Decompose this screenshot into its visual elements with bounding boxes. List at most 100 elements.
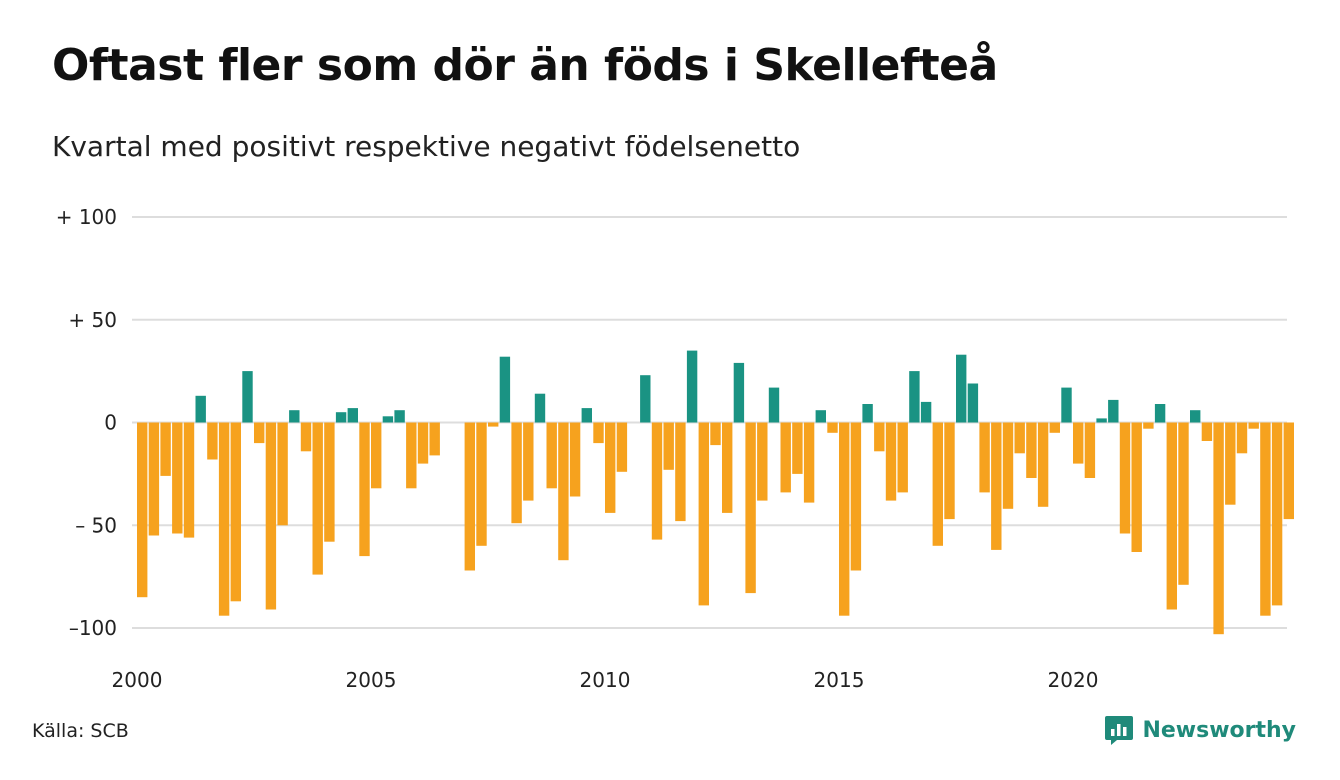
bar-negative	[932, 422, 943, 546]
y-tick-label: + 50	[68, 308, 117, 332]
x-tick-label: 2005	[346, 668, 397, 692]
y-tick-label: –100	[69, 616, 117, 640]
source-note: Källa: SCB	[32, 720, 129, 742]
bar-positive	[815, 410, 826, 423]
bar-positive	[1096, 418, 1107, 423]
brand-logo: Newsworthy	[1104, 714, 1296, 746]
bar-negative	[511, 422, 522, 524]
bar-negative	[277, 422, 288, 526]
bar-negative	[1213, 422, 1224, 635]
bar-negative	[183, 422, 195, 538]
bar-positive	[335, 412, 347, 423]
bar-negative	[1143, 422, 1154, 429]
bar-negative	[1260, 422, 1271, 616]
bar-negative	[1037, 422, 1049, 507]
bar-negative	[1073, 422, 1084, 464]
chart-subtitle: Kvartal med positivt respektive negativt…	[52, 130, 801, 163]
newsworthy-logo-icon	[1105, 716, 1134, 745]
bar-positive	[242, 371, 253, 423]
bar-negative	[979, 422, 990, 493]
bar-negative	[616, 422, 628, 472]
bar-positive	[347, 408, 358, 423]
bar-positive	[289, 410, 300, 423]
bar-negative	[722, 422, 733, 513]
bar-negative	[429, 422, 440, 456]
bar-negative	[160, 422, 171, 476]
y-tick-label: 0	[104, 411, 117, 435]
bar-negative	[1049, 422, 1060, 433]
bar-negative	[803, 422, 815, 503]
bar-negative	[1119, 422, 1131, 534]
chart-title: Oftast fler som dör än föds i Skellefteå	[52, 40, 998, 91]
bar-negative	[417, 422, 429, 464]
bar-negative	[1201, 422, 1213, 441]
bar-positive	[909, 371, 920, 423]
bar-negative	[488, 422, 499, 427]
bar-negative	[1271, 422, 1283, 606]
bar-negative	[1084, 422, 1096, 478]
bar-negative	[476, 422, 487, 546]
y-tick-label: – 50	[75, 513, 117, 537]
bar-positive	[967, 383, 979, 423]
bar-negative	[745, 422, 756, 594]
bar-negative	[1248, 422, 1259, 429]
bar-negative	[874, 422, 885, 452]
bar-negative	[558, 422, 569, 561]
bar-positive	[1061, 387, 1072, 423]
bar-negative	[230, 422, 241, 602]
bar-negative	[850, 422, 862, 571]
bar-negative	[1283, 422, 1294, 520]
bar-negative	[523, 422, 534, 501]
bar-negative	[698, 422, 709, 606]
bar-negative	[218, 422, 230, 616]
bar-positive	[195, 395, 206, 423]
bar-negative	[172, 422, 183, 534]
bar-negative	[1131, 422, 1142, 552]
bar-negative	[991, 422, 1002, 550]
bar-negative	[663, 422, 674, 470]
bar-negative	[406, 422, 417, 489]
bar-positive	[686, 350, 698, 423]
bar-positive	[1108, 399, 1119, 423]
bar-negative	[1002, 422, 1014, 509]
bar-negative	[780, 422, 791, 493]
bar-negative	[254, 422, 265, 444]
bar-negative	[757, 422, 768, 501]
bar-negative	[1166, 422, 1177, 610]
bar-negative	[1014, 422, 1025, 454]
bar-positive	[920, 401, 932, 423]
bar-positive	[768, 387, 780, 423]
bar-negative	[885, 422, 897, 501]
x-tick-label: 2000	[112, 668, 163, 692]
bar-negative	[593, 422, 604, 444]
bars	[137, 350, 1294, 635]
bar-negative	[207, 422, 218, 460]
bar-positive	[1190, 410, 1201, 423]
bar-negative	[546, 422, 557, 489]
axis-labels: + 100 + 50 0 – 50 –100 2000 2005 2010 2015 2020	[56, 205, 1099, 692]
bar-negative	[371, 422, 382, 489]
bar-positive	[382, 416, 394, 423]
bar-negative	[312, 422, 323, 575]
bar-positive	[733, 362, 745, 423]
brand-name: Newsworthy	[1142, 717, 1296, 743]
bar-negative	[897, 422, 908, 493]
bar-positive	[1154, 404, 1166, 423]
bar-negative	[792, 422, 803, 474]
bar-negative	[464, 422, 475, 571]
bar-positive	[534, 393, 546, 423]
bar-negative	[1236, 422, 1248, 454]
bar-negative	[1178, 422, 1189, 585]
bar-negative	[300, 422, 312, 452]
bar-negative	[827, 422, 838, 433]
x-tick-label: 2020	[1048, 668, 1099, 692]
bar-positive	[394, 410, 405, 423]
y-tick-label: + 100	[56, 205, 117, 229]
bar-negative	[1225, 422, 1236, 505]
bar-positive	[956, 354, 967, 423]
x-tick-label: 2015	[814, 668, 865, 692]
bar-negative	[710, 422, 721, 446]
bar-positive	[499, 356, 511, 423]
bar-negative	[839, 422, 850, 616]
